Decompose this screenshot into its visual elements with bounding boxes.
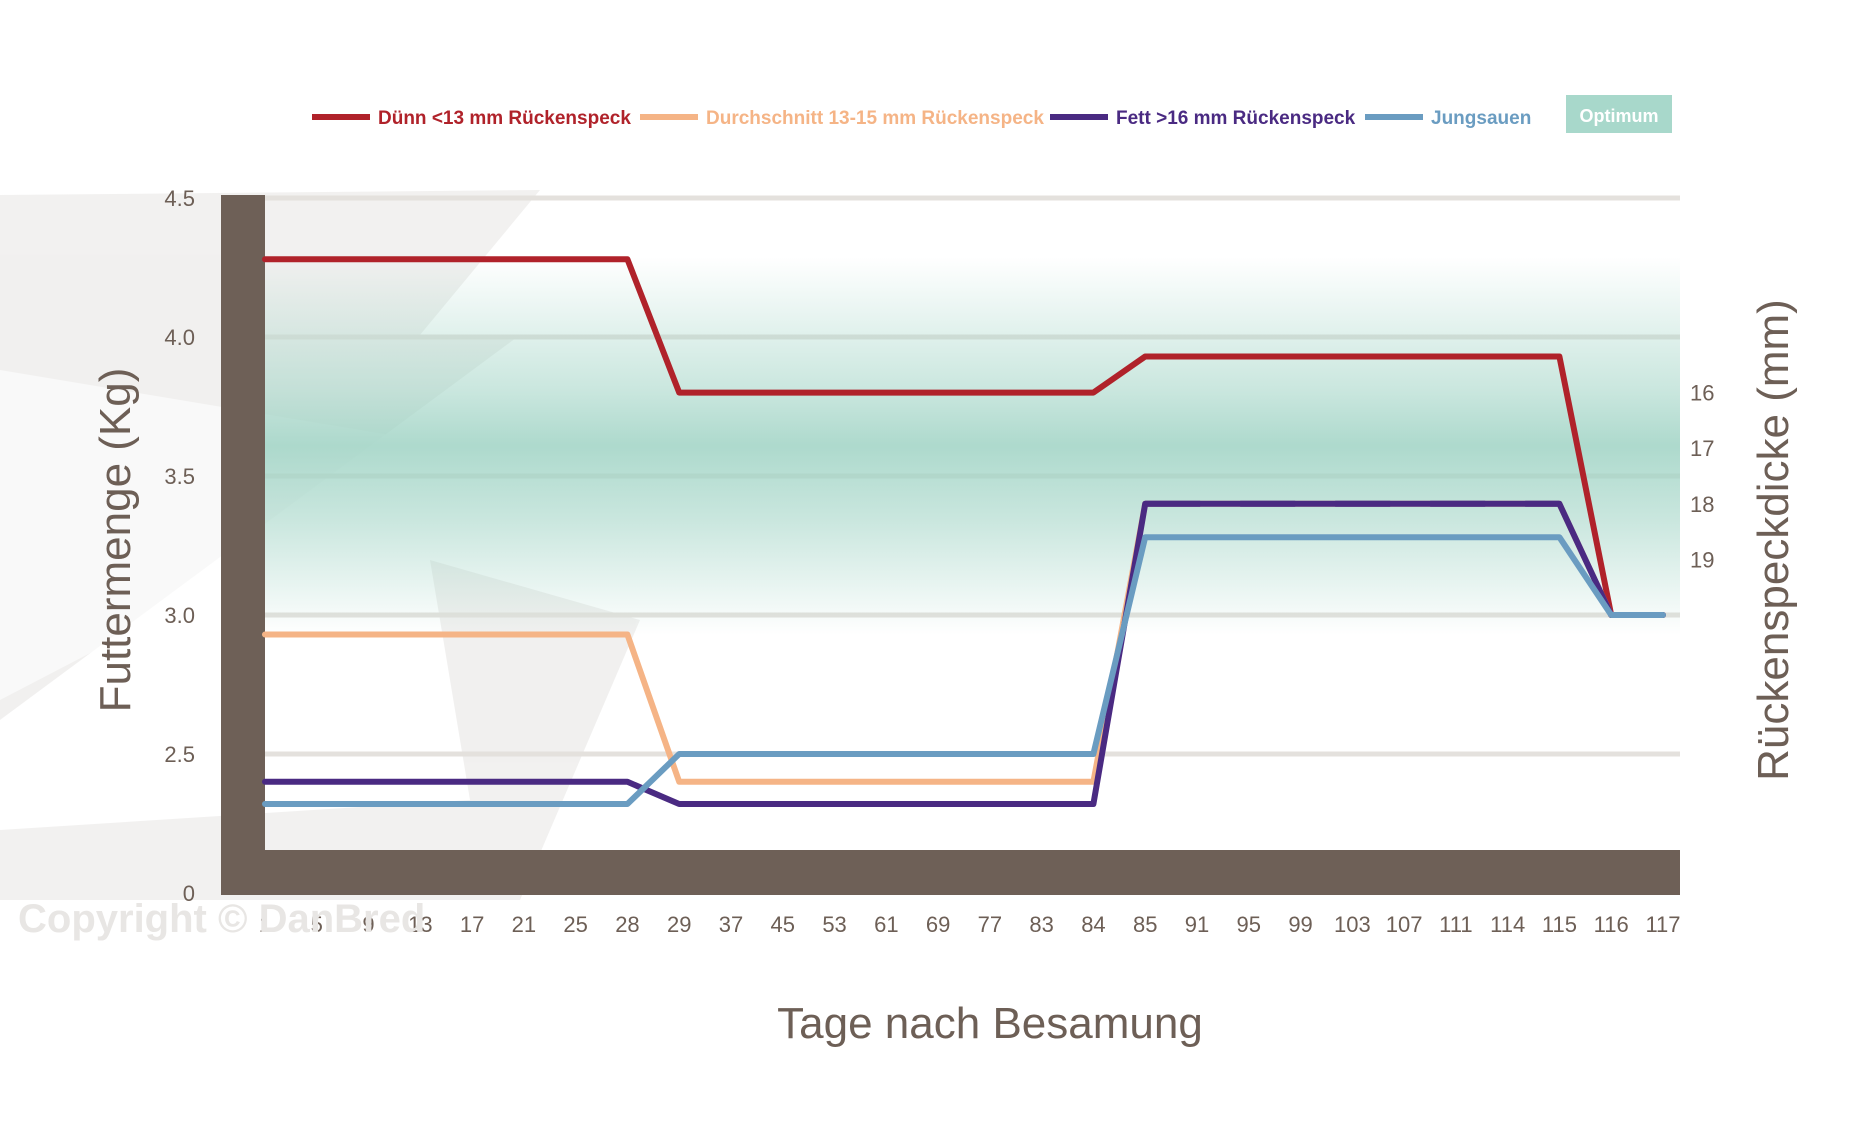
x-tick-label: 117 [1645,912,1680,937]
optimum-swatch [1566,95,1672,133]
series-line-1 [262,256,1666,618]
x-tick-label: 21 [512,912,536,937]
legend-item: Durchschnitt 13-15 mm Rückenspeck [640,108,1044,129]
y2-tick-label: 18 [1690,492,1714,517]
y2-tick-labels: 16 17 18 19 [1690,381,1714,573]
y2-tick-label: 17 [1690,436,1714,461]
y-tick-label: 4.0 [164,325,195,350]
x-tick-label: 5 [311,912,323,937]
legend-item: Fett >16 mm Rückenspeck [1050,108,1356,129]
x-tick-labels: 1 5 9 13 17 21 25 28 29 37 45 53 61 69 77 83 84 85 91 95 99 1… [259,912,1681,937]
x-tick-label: 116 [1594,912,1629,937]
optimum-band [255,257,1680,635]
x-tick-label: 83 [1029,912,1053,937]
y2-tick-label: 16 [1690,381,1714,406]
x-tick-label: 85 [1133,912,1157,937]
x-tick-label: 29 [667,912,691,937]
y-tick-labels: 0 2.5 3.0 3.5 4.0 4.5 [164,186,195,906]
x-tick-label: 111 [1439,912,1472,937]
x-tick-label: 25 [563,912,587,937]
x-tick-label: 28 [615,912,639,937]
y-tick-label: 3.0 [164,603,195,628]
x-tick-label: 53 [822,912,846,937]
y-axis-title: Futtermenge (Kg) [91,368,140,713]
legend: Dünn <13 mm Rückenspeck Durchschnitt 13-1… [312,95,1672,133]
series-line-3 [262,500,1666,807]
y2-tick-label: 19 [1690,547,1714,572]
copyright-watermark: Copyright © DanBred [18,897,425,941]
legend-optimum: Optimum [1566,95,1672,133]
y-tick-label: 3.5 [164,464,195,489]
y-tick-label: 4.5 [164,186,195,211]
x-tick-label: 84 [1081,912,1105,937]
x-tick-label: 107 [1386,912,1423,937]
x-tick-label: 45 [771,912,795,937]
legend-item: Dünn <13 mm Rückenspeck [312,108,631,129]
x-axis-bar [221,850,1680,895]
x-tick-label: 61 [874,912,898,937]
series-layer [262,256,1666,807]
x-tick-label: 103 [1334,912,1371,937]
x-axis-title: Tage nach Besamung [777,999,1203,1048]
x-tick-label: 91 [1185,912,1209,937]
y-axis-bar [221,195,265,895]
x-tick-label: 13 [408,912,432,937]
legend-label: Durchschnitt 13-15 mm Rückenspeck [706,108,1044,129]
series-line-4 [262,534,1666,807]
x-tick-label: 114 [1490,912,1525,937]
x-tick-label: 9 [362,912,374,937]
legend-item: Jungsauen [1365,108,1531,129]
legend-label: Dünn <13 mm Rückenspeck [378,108,631,129]
y-tick-label: 0 [183,881,195,906]
legend-label: Fett >16 mm Rückenspeck [1116,108,1356,129]
y2-axis-title: Rückenspeckdicke (mm) [1749,299,1798,781]
x-tick-label: 99 [1288,912,1312,937]
legend-label: Jungsauen [1431,108,1531,129]
axis-bars [221,195,1680,895]
optimum-label: Optimum [1580,106,1659,126]
x-tick-label: 1 [259,912,271,937]
x-tick-label: 77 [978,912,1002,937]
x-tick-label: 69 [926,912,950,937]
x-tick-label: 37 [719,912,743,937]
x-tick-label: 17 [460,912,484,937]
x-tick-label: 95 [1237,912,1261,937]
x-tick-label: 115 [1542,912,1577,937]
y-tick-label: 2.5 [164,742,195,767]
